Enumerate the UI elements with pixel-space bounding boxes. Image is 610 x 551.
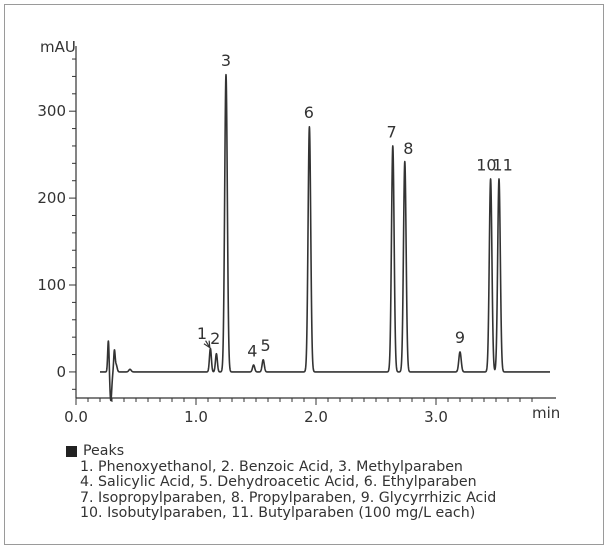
- peak-label-7: 7: [387, 122, 397, 141]
- figure-frame: [4, 4, 604, 545]
- x-tick-label: 3.0: [424, 408, 448, 426]
- peaks-legend: Peaks 1. Phenoxyethanol, 2. Benzoic Acid…: [66, 443, 586, 522]
- x-tick-label: 0.0: [64, 408, 88, 426]
- x-tick-label: 1.0: [184, 408, 208, 426]
- peak-1-arrow-head: [203, 340, 211, 349]
- legend-line-2: 4. Salicylic Acid, 5. Dehydroacetic Acid…: [80, 474, 477, 491]
- peak-label-9: 9: [455, 328, 465, 347]
- x-axis-label: min: [532, 404, 560, 422]
- y-axis-label: mAU: [40, 38, 76, 56]
- peak-label-5: 5: [261, 336, 271, 355]
- peak-label-10: 10: [476, 155, 496, 174]
- x-tick-label: 2.0: [304, 408, 328, 426]
- legend-square-icon: [66, 446, 77, 458]
- y-tick-label: 200: [37, 189, 66, 207]
- legend-line-3: 7. Isopropylparaben, 8. Propylparaben, 9…: [80, 489, 497, 506]
- chromatogram-trace: [99, 73, 551, 402]
- peak-label-1: 1: [197, 324, 207, 343]
- legend-line-4: 10. Isobutylparaben, 11. Butylparaben (1…: [80, 505, 476, 522]
- legend-title: Peaks: [83, 443, 125, 459]
- legend-line-1: 1. Phenoxyethanol, 2. Benzoic Acid, 3. M…: [80, 458, 463, 475]
- y-tick-label: 300: [37, 102, 66, 120]
- peak-label-11: 11: [492, 155, 512, 174]
- peak-label-3: 3: [221, 51, 231, 70]
- y-tick-label: 100: [37, 276, 66, 294]
- peak-label-4: 4: [247, 341, 257, 360]
- legend-header: Peaks: [66, 443, 586, 460]
- peak-label-6: 6: [304, 103, 314, 122]
- peak-label-2: 2: [210, 329, 220, 348]
- y-tick-label: 0: [56, 363, 66, 381]
- peak-label-8: 8: [403, 139, 413, 158]
